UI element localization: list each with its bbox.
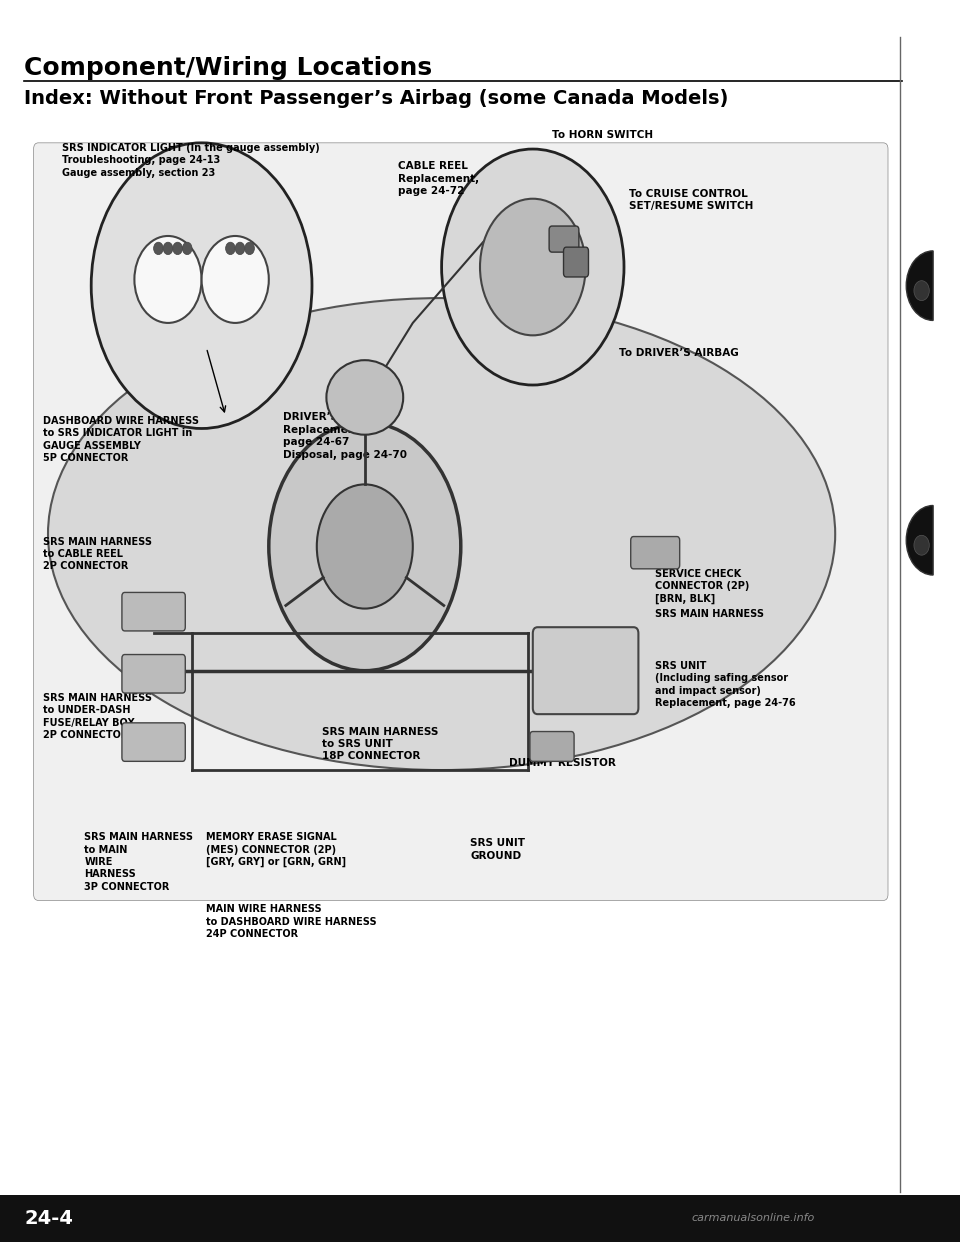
Circle shape	[202, 236, 269, 323]
Circle shape	[163, 242, 173, 255]
Circle shape	[317, 484, 413, 609]
FancyBboxPatch shape	[631, 537, 680, 569]
Text: SERVICE CHECK
CONNECTOR (2P)
[BRN, BLK]: SERVICE CHECK CONNECTOR (2P) [BRN, BLK]	[655, 569, 749, 604]
FancyBboxPatch shape	[122, 655, 185, 693]
Text: SRS UNIT
GROUND: SRS UNIT GROUND	[470, 838, 525, 861]
FancyBboxPatch shape	[122, 723, 185, 761]
Text: Component/Wiring Locations: Component/Wiring Locations	[24, 56, 432, 79]
Text: To CRUISE CONTROL
SET/RESUME SWITCH: To CRUISE CONTROL SET/RESUME SWITCH	[629, 189, 754, 211]
Text: 24-4: 24-4	[24, 1208, 73, 1228]
Text: DUMMY RESISTOR: DUMMY RESISTOR	[509, 758, 615, 768]
Circle shape	[914, 535, 929, 555]
Ellipse shape	[326, 360, 403, 435]
Text: SRS MAIN HARNESS
to MAIN
WIRE
HARNESS
3P CONNECTOR: SRS MAIN HARNESS to MAIN WIRE HARNESS 3P…	[84, 832, 194, 892]
Text: DRIVER’S AIRBAG
Replacement,
page 24-67
Disposal, page 24-70: DRIVER’S AIRBAG Replacement, page 24-67 …	[283, 412, 407, 460]
Text: SRS MAIN HARNESS: SRS MAIN HARNESS	[655, 609, 764, 619]
FancyBboxPatch shape	[34, 143, 888, 900]
Wedge shape	[906, 505, 933, 575]
Circle shape	[173, 242, 182, 255]
Circle shape	[235, 242, 245, 255]
Text: carmanualsonline.info: carmanualsonline.info	[691, 1213, 814, 1223]
Text: DASHBOARD WIRE HARNESS
to SRS INDICATOR LIGHT in
GAUGE ASSEMBLY
5P CONNECTOR: DASHBOARD WIRE HARNESS to SRS INDICATOR …	[43, 416, 200, 463]
Text: SRS MAIN HARNESS
to UNDER-DASH
FUSE/RELAY BOX
2P CONNECTOR: SRS MAIN HARNESS to UNDER-DASH FUSE/RELA…	[43, 693, 153, 740]
Wedge shape	[906, 251, 933, 320]
Ellipse shape	[48, 298, 835, 770]
Circle shape	[245, 242, 254, 255]
Text: To HORN SWITCH: To HORN SWITCH	[552, 130, 653, 140]
Circle shape	[154, 242, 163, 255]
FancyBboxPatch shape	[122, 592, 185, 631]
Text: SRS MAIN HARNESS
to CABLE REEL
2P CONNECTOR: SRS MAIN HARNESS to CABLE REEL 2P CONNEC…	[43, 537, 153, 571]
Circle shape	[269, 422, 461, 671]
Text: MEMORY ERASE SIGNAL
(MES) CONNECTOR (2P)
[GRY, GRY] or [GRN, GRN]: MEMORY ERASE SIGNAL (MES) CONNECTOR (2P)…	[206, 832, 347, 867]
Text: SRS INDICATOR LIGHT (In the gauge assembly)
Troubleshooting, page 24-13
Gauge as: SRS INDICATOR LIGHT (In the gauge assemb…	[62, 143, 320, 178]
FancyBboxPatch shape	[533, 627, 638, 714]
Text: Index: Without Front Passenger’s Airbag (some Canada Models): Index: Without Front Passenger’s Airbag …	[24, 89, 729, 108]
Circle shape	[480, 199, 586, 335]
Text: CABLE REEL
Replacement,
page 24-72: CABLE REEL Replacement, page 24-72	[398, 161, 480, 196]
Circle shape	[914, 281, 929, 301]
Text: MAIN WIRE HARNESS
to DASHBOARD WIRE HARNESS
24P CONNECTOR: MAIN WIRE HARNESS to DASHBOARD WIRE HARN…	[206, 904, 377, 939]
Text: SRS UNIT
(Including safing sensor
and impact sensor)
Replacement, page 24-76: SRS UNIT (Including safing sensor and im…	[655, 661, 795, 708]
Circle shape	[226, 242, 235, 255]
Text: SRS MAIN HARNESS
to SRS UNIT
18P CONNECTOR: SRS MAIN HARNESS to SRS UNIT 18P CONNECT…	[322, 727, 438, 761]
FancyBboxPatch shape	[564, 247, 588, 277]
Circle shape	[182, 242, 192, 255]
FancyBboxPatch shape	[530, 732, 574, 761]
Text: To DRIVER’S AIRBAG: To DRIVER’S AIRBAG	[619, 348, 739, 358]
Circle shape	[91, 143, 312, 428]
Bar	[0, 1195, 960, 1242]
Circle shape	[134, 236, 202, 323]
FancyBboxPatch shape	[549, 226, 579, 252]
Circle shape	[442, 149, 624, 385]
